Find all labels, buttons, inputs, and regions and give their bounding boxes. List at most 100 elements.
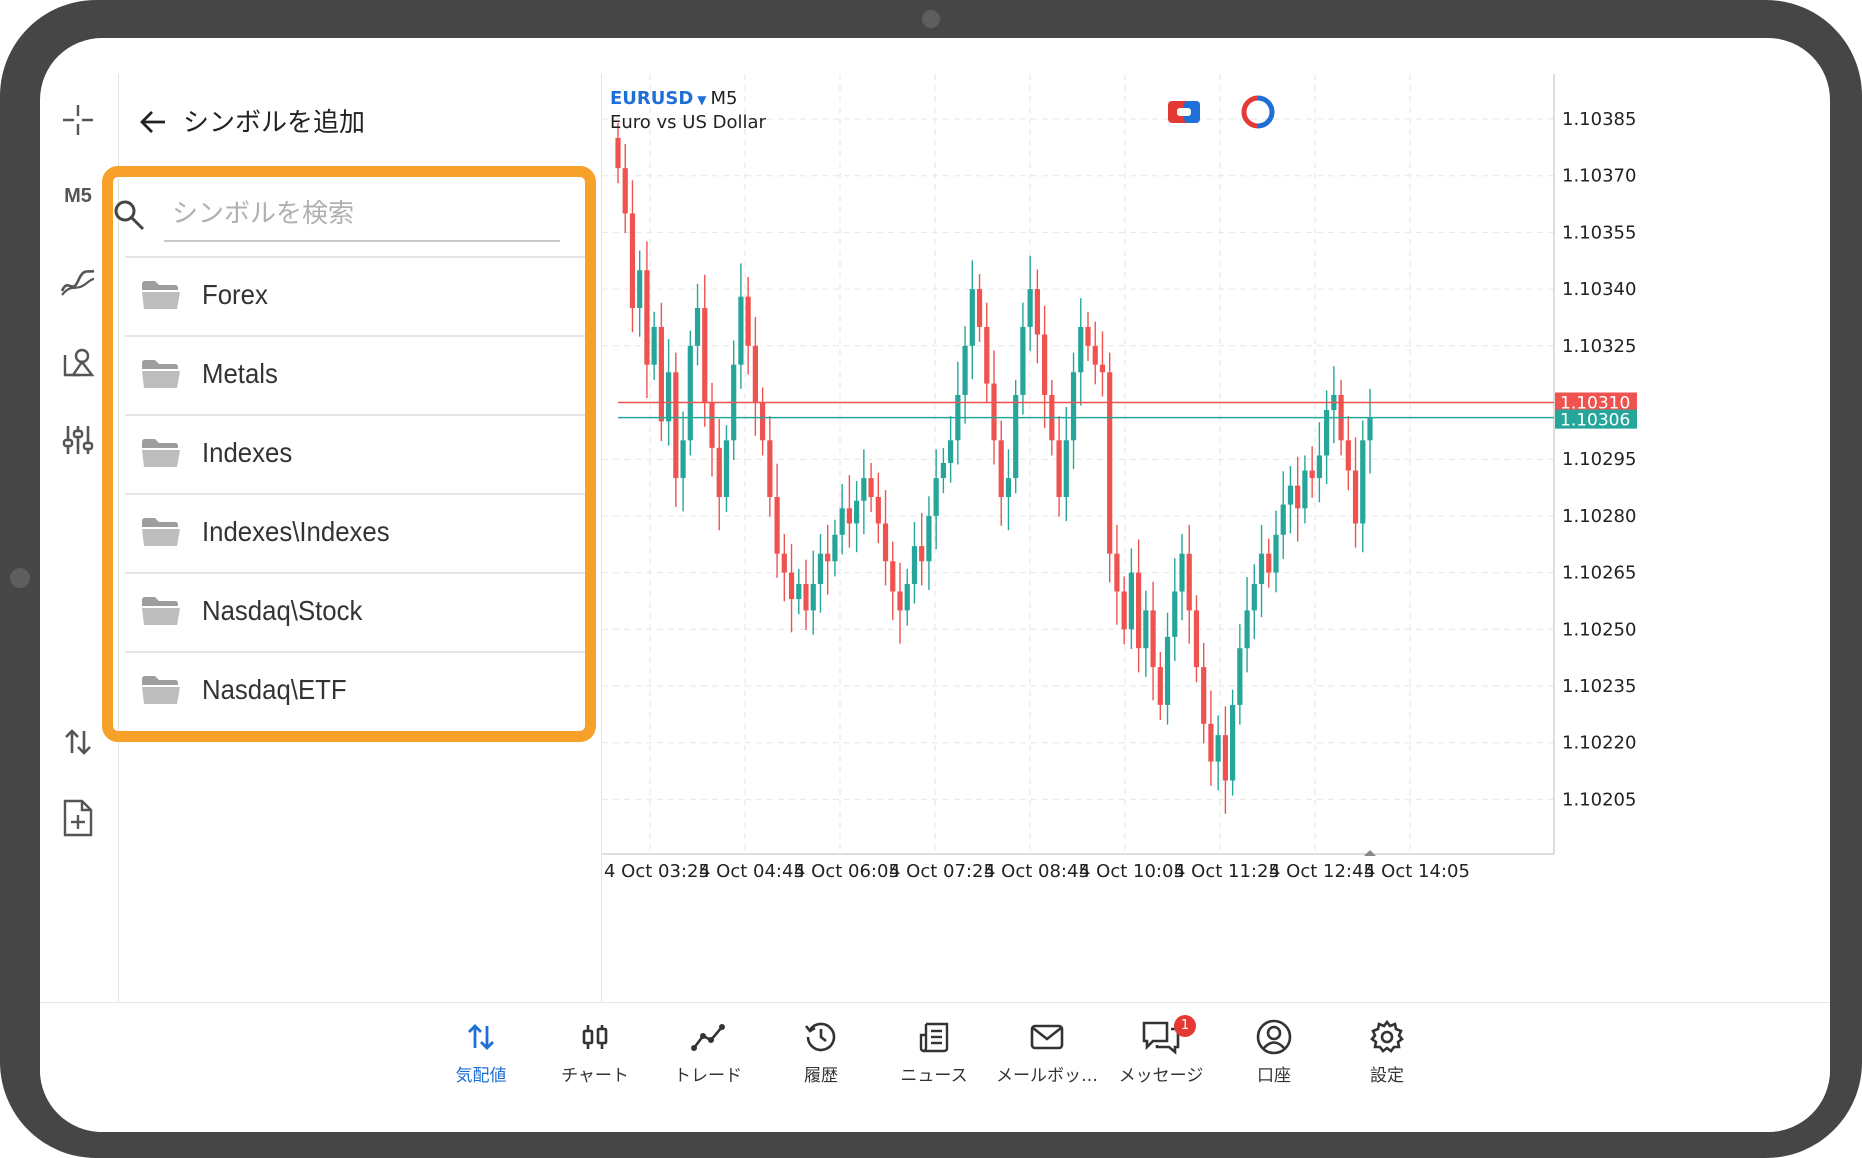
nav-trade[interactable]: トレード (653, 1017, 763, 1097)
candle-body (940, 462, 946, 479)
indicators-icon[interactable] (54, 258, 102, 306)
back-arrow-icon[interactable] (135, 104, 171, 140)
candle-body (1302, 470, 1308, 509)
candle-body (687, 345, 693, 441)
folder-icon (142, 281, 180, 309)
candle-body (1063, 440, 1069, 497)
candle-body (1324, 410, 1330, 456)
candle-body (1201, 667, 1207, 724)
folder-item-metals[interactable]: Metals (125, 335, 587, 414)
nav-messages[interactable]: 1 メッセージ (1106, 1015, 1216, 1097)
candle-body (810, 583, 816, 611)
symbol-name[interactable]: EURUSD (610, 88, 694, 109)
nav-mailbox[interactable]: メールボッ… (992, 1017, 1102, 1097)
candle-body (745, 296, 751, 346)
candle-body (998, 440, 1004, 497)
quotes-icon (426, 1017, 536, 1057)
candle-body (1287, 485, 1294, 505)
candle-body (1070, 372, 1077, 441)
candle-body (948, 440, 954, 463)
current-bar-marker (1364, 850, 1376, 856)
chart-symbol-header: EURUSD ▼ M5 (610, 88, 738, 109)
nav-label: ニュース (900, 1066, 968, 1086)
candle-body (1251, 583, 1257, 611)
candle-body (622, 168, 628, 214)
news-icon (879, 1017, 989, 1057)
folder-label: Forex (202, 279, 268, 310)
search-icon (112, 198, 146, 232)
price-tick-label: 1.10355 (1562, 222, 1636, 243)
search-input[interactable] (164, 188, 560, 242)
depth-of-market-icon[interactable] (1240, 95, 1276, 129)
history-icon (766, 1017, 876, 1057)
symbol-dropdown-icon[interactable]: ▼ (697, 93, 707, 107)
nav-account[interactable]: 口座 (1219, 1017, 1329, 1097)
chart-timeframe: M5 (710, 88, 738, 109)
price-chart[interactable]: 1.10385 1.10370 1.10355 1.10340 1.10325 1.102… (602, 74, 1830, 1014)
nav-quotes[interactable]: 気配値 (426, 1017, 536, 1097)
candle-body (832, 534, 838, 562)
chart-canvas: 1.10385 1.10370 1.10355 1.10340 1.10325 1.102… (602, 74, 1637, 882)
candle-body (1266, 553, 1272, 573)
candle-body (615, 137, 621, 169)
messages-badge: 1 (1174, 1015, 1196, 1037)
candle-body (1042, 334, 1048, 395)
nav-label: 履歴 (804, 1066, 838, 1086)
candle-body (1244, 610, 1250, 649)
new-order-icon[interactable] (54, 794, 102, 842)
trade-arrows-icon[interactable] (54, 718, 102, 766)
candle-body (1237, 648, 1243, 705)
candle-body (1179, 553, 1185, 592)
folder-icon (142, 360, 180, 388)
candle-body (738, 296, 744, 365)
candle-body (817, 553, 824, 584)
nav-label: 気配値 (455, 1066, 507, 1086)
folder-item-indexes-indexes[interactable]: Indexes\Indexes (125, 493, 587, 572)
candle-body (1273, 534, 1279, 573)
folder-item-indexes[interactable]: Indexes (125, 414, 587, 493)
candle-body (904, 583, 910, 611)
folder-item-nasdaq-stock[interactable]: Nasdaq\Stock (125, 572, 587, 651)
candle-body (658, 326, 664, 422)
nav-news[interactable]: ニュース (879, 1017, 989, 1097)
nav-history[interactable]: 履歴 (766, 1017, 876, 1097)
candle-body (933, 478, 939, 516)
candle-body (1114, 553, 1120, 592)
nav-chart[interactable]: チャート (540, 1017, 650, 1097)
trade-icon (653, 1017, 763, 1057)
ask-price-badge (1555, 392, 1637, 412)
nav-label: 口座 (1257, 1066, 1291, 1086)
time-tick-label: 4 Oct 06:05 (794, 861, 900, 882)
candle-body (882, 523, 889, 562)
folder-item-forex[interactable]: Forex (125, 256, 587, 335)
folder-icon (142, 676, 180, 704)
candle-body (1352, 470, 1359, 524)
candle-body (1360, 440, 1366, 524)
candle-body (767, 440, 773, 497)
candle-body (666, 372, 672, 422)
candle-body (976, 289, 983, 327)
folder-icon (142, 597, 180, 625)
price-tick-label: 1.10205 (1562, 789, 1636, 810)
candle-body (868, 478, 874, 497)
objects-icon[interactable] (54, 338, 102, 386)
candle-body (637, 270, 643, 308)
folder-label: Metals (202, 358, 278, 389)
settings-sliders-icon[interactable] (54, 416, 102, 464)
bid-price-badge (1555, 409, 1637, 429)
candle-body (890, 561, 896, 592)
price-tick-label: 1.10370 (1562, 166, 1636, 187)
symbol-description: Euro vs US Dollar (610, 112, 766, 133)
folder-label: Indexes\Indexes (202, 516, 390, 547)
candle-body (969, 289, 975, 346)
candle-body (694, 308, 701, 346)
nav-settings[interactable]: 設定 (1332, 1017, 1442, 1097)
folder-item-nasdaq-etf[interactable]: Nasdaq\ETF (125, 651, 587, 730)
candle-body (1157, 667, 1163, 705)
crosshair-icon[interactable] (54, 96, 102, 144)
folder-icon (142, 518, 180, 546)
candle-body (854, 500, 860, 524)
one-click-trading-icon[interactable] (1166, 96, 1202, 128)
timeframe-button[interactable]: M5 (54, 172, 102, 220)
candle-body (861, 478, 867, 501)
